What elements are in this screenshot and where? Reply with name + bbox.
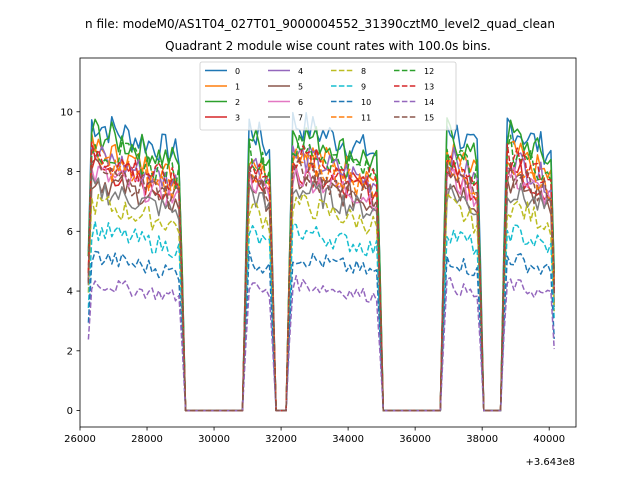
axes-frame: [79, 57, 577, 428]
series-line-12: [87, 133, 555, 412]
x-tick-label: 32000: [265, 434, 297, 445]
legend-label-10: 10: [361, 98, 371, 107]
legend-label-4: 4: [298, 67, 303, 76]
legend-label-5: 5: [298, 83, 303, 92]
legend-label-7: 7: [298, 114, 303, 123]
legend-label-2: 2: [235, 98, 240, 107]
legend-label-9: 9: [361, 83, 366, 92]
series-line-13: [87, 141, 555, 412]
x-tick-label: 38000: [466, 434, 498, 445]
legend-label-12: 12: [424, 67, 434, 76]
y-tick-label: 6: [67, 227, 73, 238]
legend-label-3: 3: [235, 114, 240, 123]
x-tick-label: 30000: [198, 434, 230, 445]
y-tick-label: 4: [67, 287, 73, 298]
legend-label-14: 14: [424, 98, 434, 107]
legend-box: [199, 61, 457, 131]
y-tick-label: 8: [67, 167, 73, 178]
y-tick-label: 0: [67, 406, 73, 417]
legend-label-8: 8: [361, 67, 366, 76]
series-layer: [87, 111, 555, 412]
x-tick-label: 28000: [131, 434, 163, 445]
x-tick-label: 36000: [399, 434, 431, 445]
series-line-15: [87, 157, 555, 412]
y-tick-label: 10: [60, 107, 73, 118]
legend-label-15: 15: [424, 114, 434, 123]
series-line-7: [87, 174, 555, 412]
x-tick-label: 40000: [533, 434, 565, 445]
axes-layer: 26000 28000 30000 32000 34000 36000 38000 40000…: [60, 57, 577, 445]
legend-label-0: 0: [235, 67, 240, 76]
chart-title: Quadrant 2 module wise count rates with …: [165, 39, 491, 53]
x-tick-label: 34000: [332, 434, 364, 445]
series-line-8: [87, 192, 555, 412]
legend-label-11: 11: [361, 114, 371, 123]
x-offset-label: +3.643e8: [525, 457, 575, 468]
legend-label-13: 13: [424, 83, 434, 92]
series-line-9: [87, 220, 555, 412]
x-tick-label: 26000: [64, 434, 96, 445]
series-line-0: [87, 111, 555, 412]
series-line-14: [87, 274, 555, 412]
y-tick-label: 2: [67, 346, 73, 357]
legend-label-1: 1: [235, 83, 240, 92]
figure-suptitle: n file: modeM0/AS1T04_027T01_9000004552_…: [85, 17, 555, 31]
legend-label-6: 6: [298, 98, 303, 107]
series-line-11: [87, 147, 555, 412]
series-line-10: [87, 250, 555, 412]
